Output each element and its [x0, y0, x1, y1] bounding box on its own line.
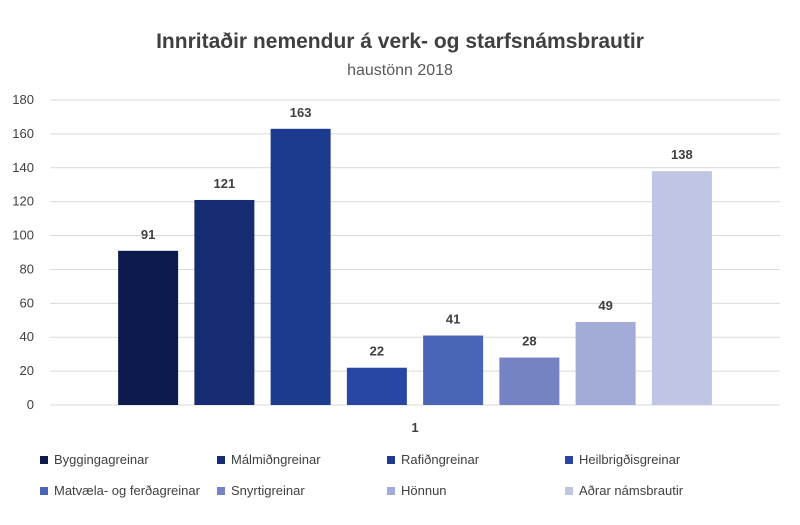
data-label: 28	[522, 334, 536, 349]
legend-item: Heilbrigðisgreinar	[565, 452, 680, 467]
legend-label: Byggingagreinar	[54, 452, 149, 467]
bar	[270, 128, 331, 406]
legend-swatch	[217, 455, 225, 464]
legend-swatch	[565, 455, 573, 464]
bar	[194, 199, 255, 405]
legend-swatch	[217, 486, 225, 495]
data-label: 121	[214, 176, 236, 191]
legend-item: Aðrar námsbrautir	[565, 483, 683, 498]
legend-label: Aðrar námsbrautir	[579, 483, 684, 498]
legend-label: Hönnun	[401, 483, 447, 498]
legend-item: Málmiðngreinar	[217, 452, 321, 467]
y-tick-label: 180	[12, 92, 34, 107]
legend-label: Rafiðngreinar	[401, 452, 480, 467]
data-label: 22	[370, 344, 384, 359]
legend-item: Byggingagreinar	[40, 452, 149, 467]
data-label: 41	[446, 312, 460, 327]
legend-swatch	[40, 455, 48, 464]
legend-label: Matvæla- og ferðagreinar	[54, 483, 200, 498]
legend-item: Matvæla- og ferðagreinar	[40, 483, 200, 498]
legend-label: Snyrtigreinar	[231, 483, 305, 498]
legend-item: Hönnun	[387, 483, 447, 498]
y-tick-label: 40	[20, 329, 34, 344]
bar	[575, 321, 636, 405]
plot-area: 0 20 40 60 80 100 120 140 160 180 91 121 163 22 41 28 49…	[12, 92, 780, 435]
data-label: 91	[141, 227, 155, 242]
legend-swatch	[387, 455, 395, 464]
legend-label: Málmiðngreinar	[231, 452, 321, 467]
y-tick-label: 80	[20, 261, 34, 276]
legend-item: Rafiðngreinar	[387, 452, 479, 467]
data-label: 138	[671, 147, 693, 162]
y-tick-label: 160	[12, 126, 34, 141]
data-label: 49	[598, 298, 612, 313]
chart-title: Innritaðir nemendur á verk- og starfsnám…	[156, 30, 644, 53]
legend-swatch	[387, 486, 395, 495]
y-tick-label: 0	[27, 397, 34, 412]
legend-swatch	[565, 486, 573, 495]
y-tick-label: 120	[12, 194, 34, 209]
y-tick-label: 60	[20, 295, 34, 310]
data-label: 163	[290, 105, 312, 120]
legend-label: Heilbrigðisgreinar	[579, 452, 681, 467]
bar	[499, 357, 560, 405]
chart-subtitle: haustönn 2018	[347, 62, 453, 79]
x-category-label: 1	[411, 420, 418, 435]
y-tick-label: 140	[12, 160, 34, 175]
bar	[423, 335, 484, 405]
legend-item: Snyrtigreinar	[217, 483, 305, 498]
y-tick-label: 100	[12, 228, 34, 243]
bar	[118, 250, 179, 405]
y-tick-label: 20	[20, 363, 34, 378]
bar	[651, 171, 712, 405]
bar	[346, 367, 407, 405]
legend-swatch	[40, 486, 48, 495]
